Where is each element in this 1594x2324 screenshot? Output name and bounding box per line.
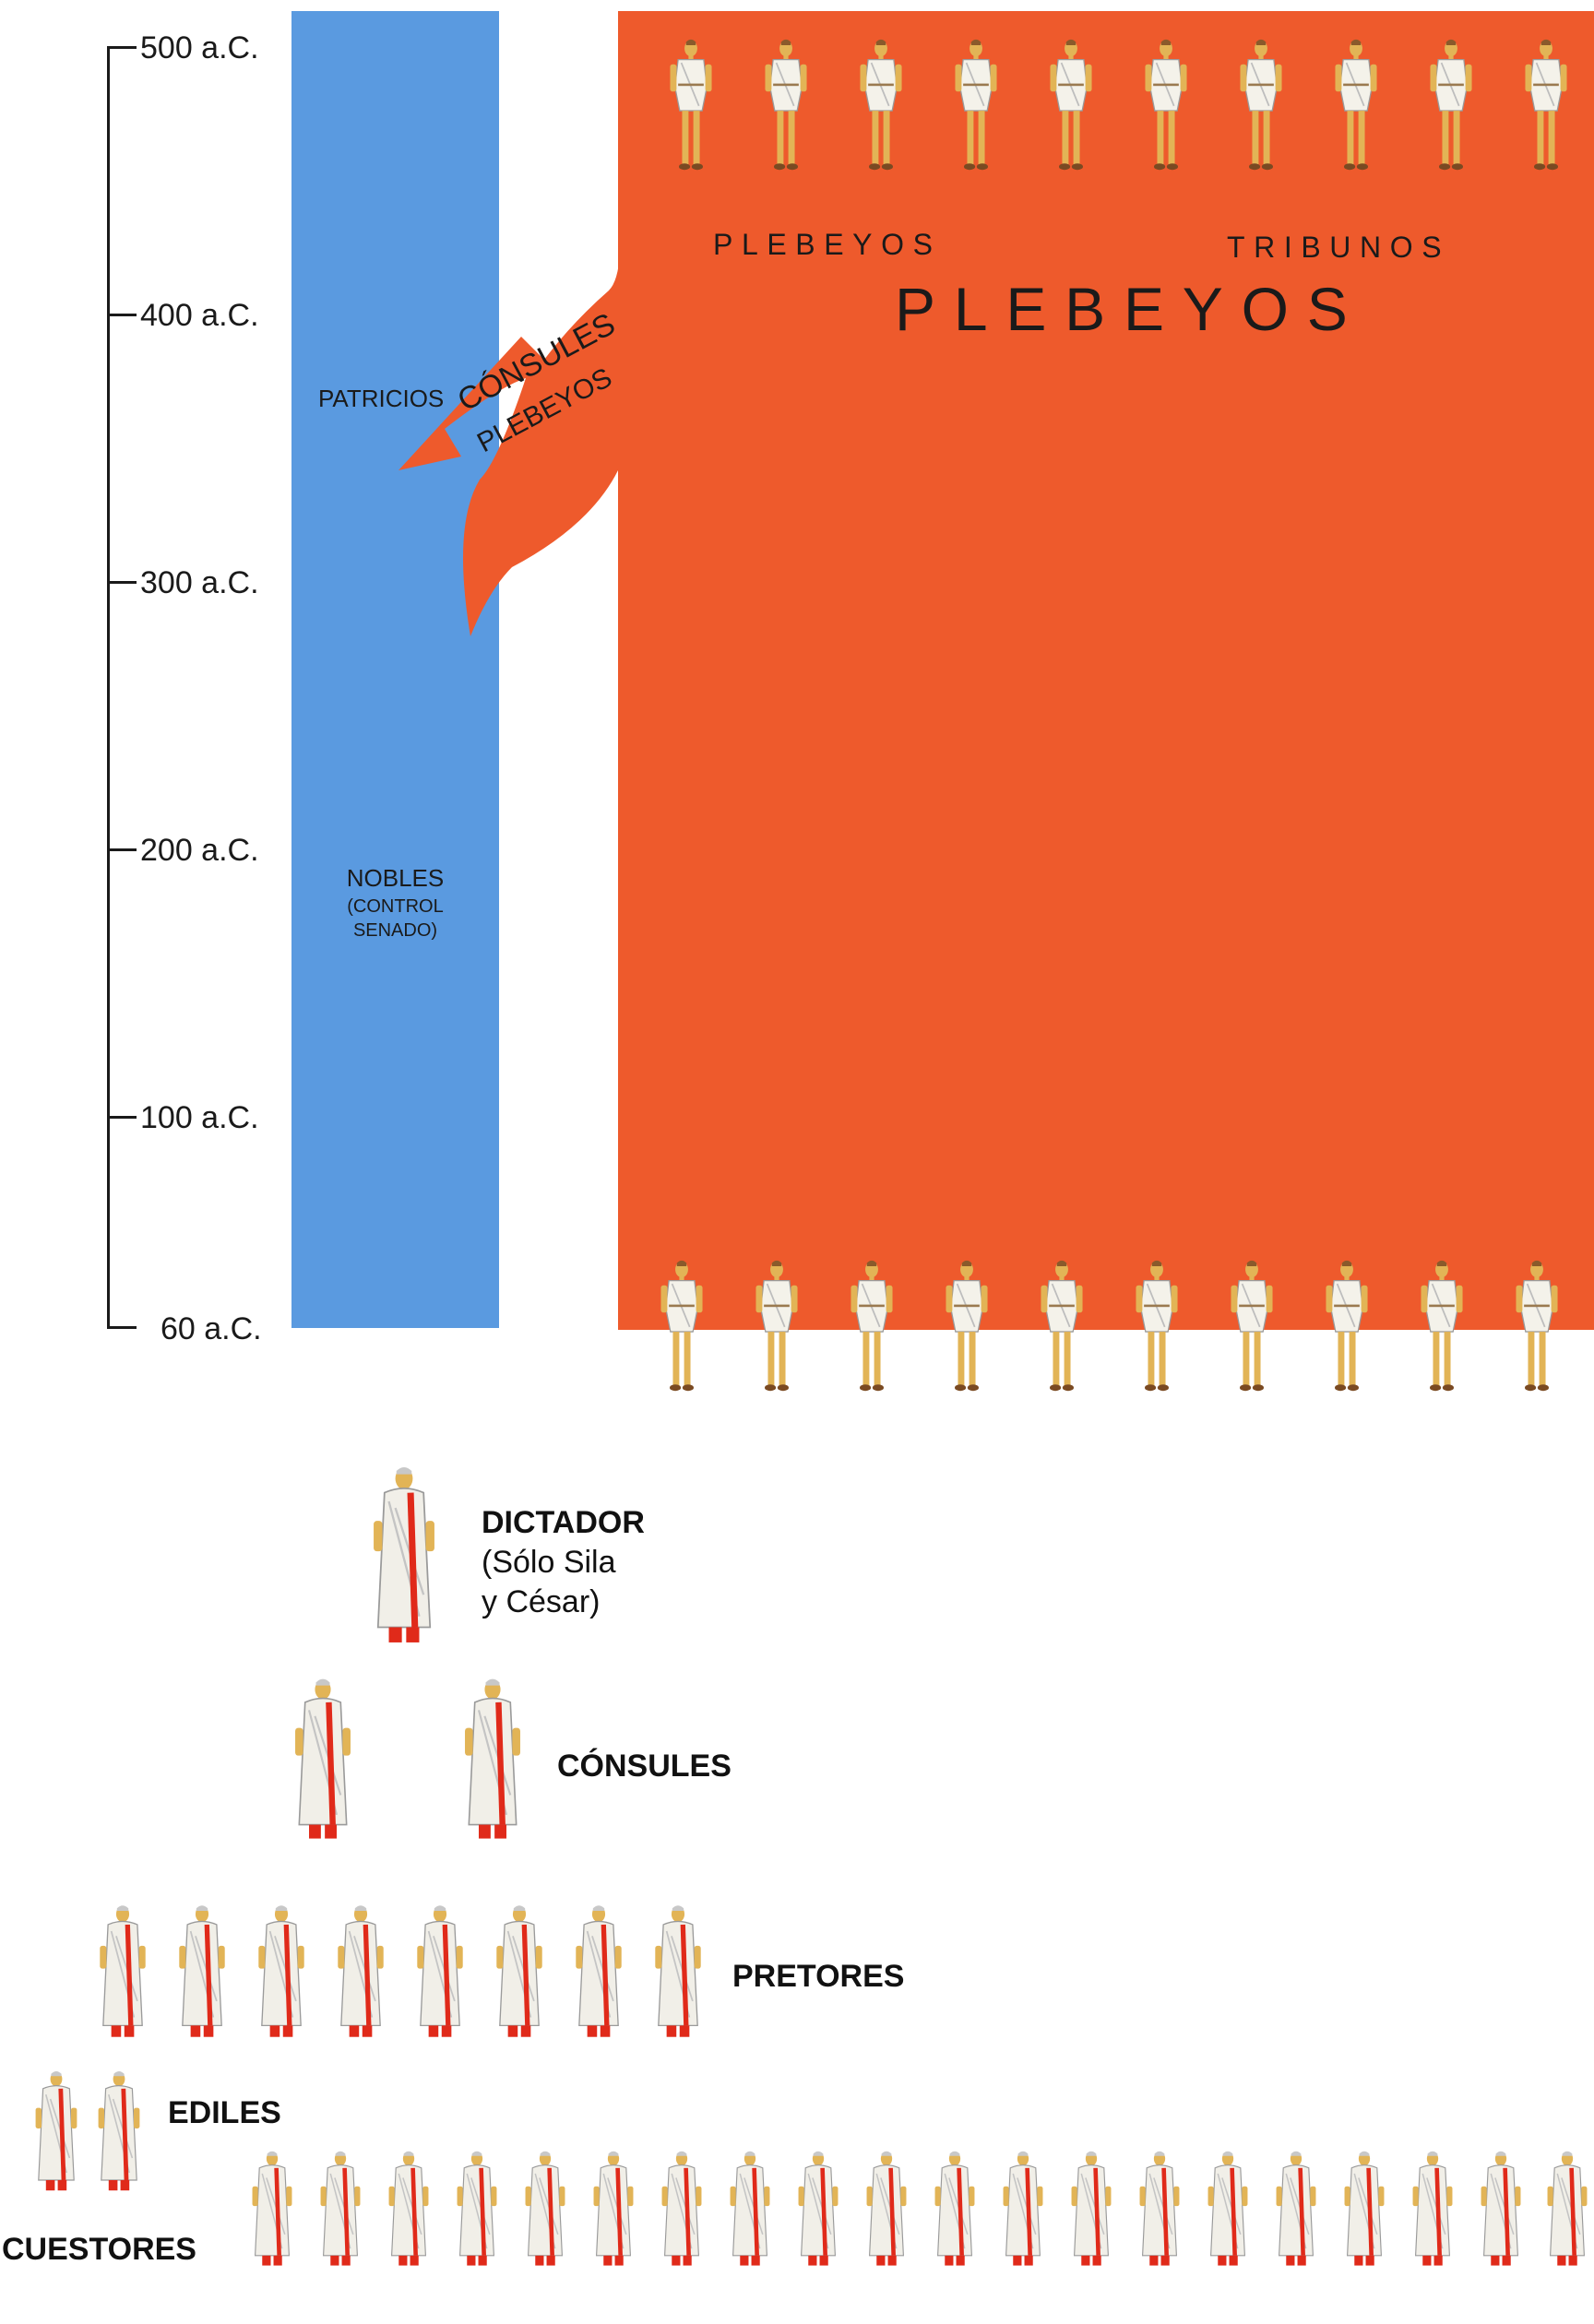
plebeian-tunic-figure-icon bbox=[1323, 1243, 1371, 1409]
plebeyos-top-label: PLEBEYOS bbox=[713, 228, 942, 261]
toga-magistrate-figure-icon bbox=[494, 1903, 544, 2042]
toga-magistrate-figure-icon bbox=[592, 2149, 635, 2271]
plebeian-tunic-figure-icon bbox=[1418, 1243, 1466, 1409]
timeline-tick bbox=[107, 46, 137, 49]
dictador-label: DICTADOR bbox=[482, 1505, 645, 1540]
toga-magistrate-figure-icon bbox=[729, 2149, 771, 2271]
plebeian-tunic-figure-icon bbox=[1142, 26, 1190, 184]
timeline-tick bbox=[107, 1116, 137, 1119]
plebeian-band bbox=[618, 11, 1594, 1330]
toga-magistrate-figure-icon bbox=[319, 2149, 362, 2271]
timeline-tick-label: 300 a.C. bbox=[140, 565, 259, 600]
toga-magistrate-figure-icon bbox=[865, 2149, 908, 2271]
plebeian-consuls-arrow-icon bbox=[398, 254, 620, 636]
timeline-tick bbox=[107, 581, 137, 584]
toga-magistrate-figure-icon bbox=[33, 2069, 79, 2195]
plebeian-tunic-figure-icon bbox=[1228, 1243, 1276, 1409]
toga-magistrate-figure-icon bbox=[256, 1903, 306, 2042]
plebeian-tunic-figure-icon bbox=[848, 1243, 896, 1409]
plebeian-tunic-figure-icon bbox=[1047, 26, 1095, 184]
toga-magistrate-figure-icon bbox=[653, 1903, 703, 2042]
plebeian-tunic-figure-icon bbox=[1427, 26, 1475, 184]
timeline-tick-label: 60 a.C. bbox=[161, 1311, 262, 1346]
toga-magistrate-figure-icon bbox=[291, 1677, 354, 1844]
toga-magistrate-figure-icon bbox=[1546, 2149, 1588, 2271]
consules-label: CÓNSULES bbox=[557, 1749, 732, 1784]
plebeian-tunic-figure-icon bbox=[658, 1243, 706, 1409]
toga-magistrate-figure-icon bbox=[524, 2149, 566, 2271]
patrician-band bbox=[291, 11, 499, 1328]
control-senado-label-line2: SENADO) bbox=[352, 920, 438, 941]
timeline-tick bbox=[107, 314, 137, 316]
ediles-label: EDILES bbox=[168, 2095, 281, 2130]
plebeian-tunic-figure-icon bbox=[952, 26, 1000, 184]
toga-magistrate-figure-icon bbox=[415, 1903, 465, 2042]
timeline-tick-label: 200 a.C. bbox=[140, 833, 259, 868]
plebeian-tunic-figure-icon bbox=[753, 1243, 801, 1409]
timeline-axis bbox=[107, 46, 110, 1329]
dictador-note-line1: (Sólo Sila bbox=[482, 1545, 616, 1580]
toga-magistrate-figure-icon bbox=[177, 1903, 227, 2042]
toga-magistrate-figure-icon bbox=[456, 2149, 498, 2271]
toga-magistrate-figure-icon bbox=[1070, 2149, 1112, 2271]
tribunos-label: TRIBUNOS bbox=[1227, 231, 1451, 264]
plebeian-tunic-figure-icon bbox=[1237, 26, 1285, 184]
plebeian-tunic-figure-icon bbox=[667, 26, 715, 184]
plebeian-tunic-figure-icon bbox=[762, 26, 810, 184]
toga-magistrate-figure-icon bbox=[98, 1903, 148, 2042]
cuestores-label: CUESTORES bbox=[2, 2232, 196, 2267]
toga-magistrate-figure-icon bbox=[96, 2069, 142, 2195]
plebeian-tunic-figure-icon bbox=[1332, 26, 1380, 184]
toga-magistrate-figure-icon bbox=[336, 1903, 386, 2042]
plebeyos-big-label: PLEBEYOS bbox=[895, 275, 1366, 343]
nobles-label: NOBLES bbox=[346, 864, 445, 892]
plebeian-tunic-figure-icon bbox=[943, 1243, 991, 1409]
patricios-label: PATRICIOS bbox=[318, 385, 445, 412]
toga-magistrate-figure-icon bbox=[1480, 2149, 1522, 2271]
plebeian-tunic-figure-icon bbox=[1038, 1243, 1086, 1409]
plebeian-tunic-figure-icon bbox=[1133, 1243, 1181, 1409]
toga-magistrate-figure-icon bbox=[934, 2149, 976, 2271]
toga-magistrate-figure-icon bbox=[461, 1677, 524, 1844]
toga-magistrate-figure-icon bbox=[387, 2149, 430, 2271]
control-senado-label-line1: (CONTROL bbox=[347, 896, 444, 917]
timeline-tick bbox=[107, 848, 137, 851]
toga-magistrate-figure-icon bbox=[1343, 2149, 1386, 2271]
toga-magistrate-figure-icon bbox=[1002, 2149, 1044, 2271]
toga-magistrate-figure-icon bbox=[1411, 2149, 1454, 2271]
dictador-note-line2: y César) bbox=[482, 1584, 601, 1619]
toga-magistrate-figure-icon bbox=[660, 2149, 703, 2271]
timeline-tick bbox=[107, 1326, 137, 1329]
toga-magistrate-figure-icon bbox=[574, 1903, 624, 2042]
pretores-label: PRETORES bbox=[732, 1959, 905, 1994]
plebeian-tunic-figure-icon bbox=[1522, 26, 1570, 184]
toga-magistrate-figure-icon bbox=[797, 2149, 839, 2271]
toga-magistrate-figure-icon bbox=[1207, 2149, 1249, 2271]
toga-magistrate-figure-icon bbox=[1275, 2149, 1317, 2271]
timeline-tick-label: 400 a.C. bbox=[140, 298, 259, 333]
plebeian-tunic-figure-icon bbox=[857, 26, 905, 184]
timeline-tick-label: 500 a.C. bbox=[140, 30, 259, 65]
toga-magistrate-figure-icon bbox=[367, 1464, 441, 1649]
plebeian-tunic-figure-icon bbox=[1513, 1243, 1561, 1409]
toga-magistrate-figure-icon bbox=[251, 2149, 293, 2271]
toga-magistrate-figure-icon bbox=[1138, 2149, 1181, 2271]
timeline-tick-label: 100 a.C. bbox=[140, 1100, 259, 1135]
